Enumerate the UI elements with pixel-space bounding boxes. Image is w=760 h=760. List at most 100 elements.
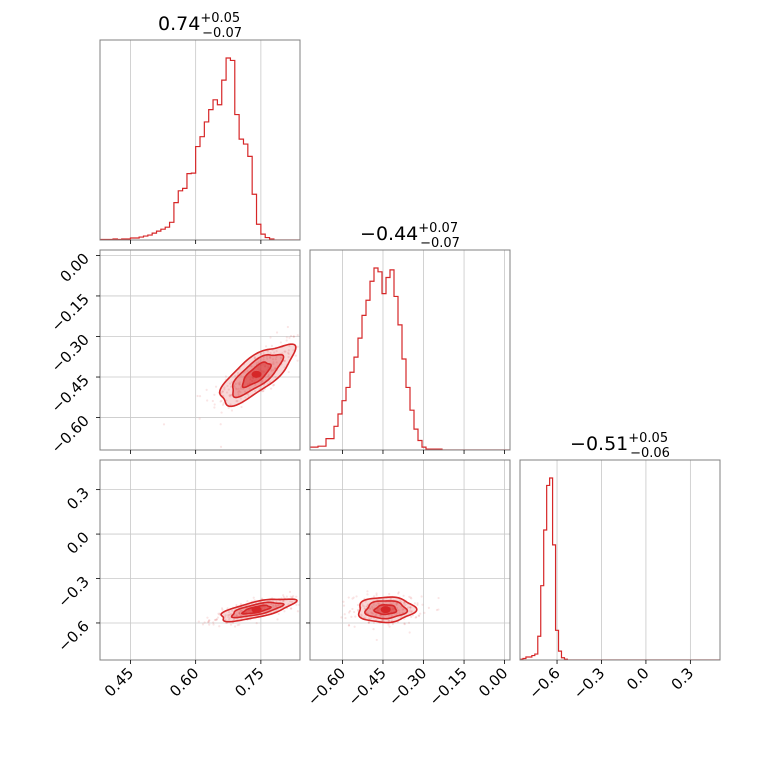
- sample-point: [219, 445, 223, 448]
- sample-point: [234, 387, 237, 390]
- sample-point: [217, 612, 220, 615]
- title-plus-p1: +0.07: [418, 221, 458, 236]
- sample-point: [284, 350, 287, 353]
- sample-point: [287, 352, 290, 356]
- sample-point: [275, 361, 278, 364]
- sample-point: [232, 618, 236, 621]
- sample-point: [248, 387, 251, 390]
- sample-point: [409, 606, 412, 609]
- sample-point: [352, 596, 355, 599]
- sample-point: [230, 409, 234, 412]
- sample-point: [356, 603, 360, 607]
- sample-point: [215, 618, 218, 621]
- sample-point: [274, 366, 277, 369]
- sample-point: [388, 614, 391, 617]
- sample-point: [273, 351, 276, 354]
- sample-point: [409, 606, 412, 609]
- sample-point: [289, 600, 292, 603]
- sample-point: [427, 606, 430, 610]
- sample-point: [378, 602, 381, 606]
- sample-point: [273, 367, 277, 370]
- sample-point: [403, 604, 406, 607]
- sample-point: [240, 609, 243, 613]
- sample-point: [292, 335, 295, 338]
- sample-point: [267, 375, 270, 378]
- ytick-label-p2-2: 0.0: [63, 528, 93, 558]
- sample-point: [229, 613, 232, 616]
- sample-point: [226, 384, 229, 388]
- sample-point: [410, 615, 413, 618]
- sample-point: [289, 595, 292, 598]
- sample-point: [238, 612, 241, 615]
- histogram-p2: [520, 477, 720, 660]
- sample-point: [371, 612, 374, 615]
- ytick-label-p1-2: −0.30: [48, 331, 93, 376]
- sample-point: [372, 603, 375, 606]
- sample-point: [220, 607, 224, 610]
- sample-point: [347, 624, 351, 627]
- sample-point: [372, 612, 375, 615]
- sample-point: [231, 609, 234, 612]
- sample-point: [213, 393, 216, 396]
- sample-point: [287, 349, 290, 352]
- sample-point: [387, 623, 390, 626]
- sample-point: [353, 610, 356, 614]
- sample-point: [399, 600, 402, 603]
- sample-point: [243, 390, 247, 393]
- sample-point: [265, 355, 268, 358]
- title-median-p0: 0.74: [158, 13, 200, 35]
- title-minus-p2: −0.06: [630, 446, 670, 461]
- xtick-label-p0-0: 0.45: [101, 664, 137, 700]
- sample-point: [257, 361, 260, 364]
- sample-point: [235, 614, 238, 617]
- sample-point: [221, 390, 224, 393]
- sample-point: [363, 605, 366, 608]
- sample-point: [213, 406, 216, 409]
- sample-point: [295, 603, 298, 606]
- title-minus-p1: −0.07: [420, 236, 460, 251]
- sample-point: [220, 399, 223, 402]
- sample-point: [365, 605, 368, 608]
- sample-point: [247, 392, 250, 396]
- xtick-label-p2-2: 0.0: [623, 664, 653, 694]
- sample-point: [238, 383, 241, 386]
- sample-point: [219, 423, 222, 426]
- sample-point: [229, 385, 233, 388]
- sample-point: [342, 604, 346, 607]
- sample-point: [404, 603, 407, 606]
- sample-point: [420, 595, 423, 598]
- sample-point: [213, 403, 216, 406]
- xtick-label-p2-3: 0.3: [668, 664, 698, 694]
- sample-point: [368, 617, 371, 621]
- sample-point: [250, 365, 253, 368]
- sample-point: [388, 625, 391, 628]
- sample-point: [238, 383, 241, 386]
- contour-peak-1: [251, 606, 262, 614]
- sample-point: [409, 596, 412, 599]
- xtick-label-p2-0: −0.6: [525, 664, 563, 702]
- sample-point: [253, 356, 257, 359]
- sample-point: [409, 606, 412, 609]
- sample-point: [344, 616, 347, 620]
- sample-point: [233, 385, 236, 388]
- sample-point: [289, 334, 293, 338]
- sample-point: [395, 606, 399, 610]
- sample-point: [282, 595, 285, 599]
- sample-point: [272, 361, 275, 364]
- ytick-label-p2-0: −0.6: [54, 617, 92, 655]
- sample-point: [272, 384, 275, 387]
- sample-point: [421, 603, 424, 606]
- panel-2d-p0-p1: [96, 249, 301, 454]
- sample-point: [375, 604, 378, 607]
- sample-point: [408, 595, 411, 598]
- xtick-label-p2-1: −0.3: [570, 664, 608, 702]
- sample-point: [262, 389, 265, 392]
- sample-point: [290, 600, 294, 603]
- sample-point: [340, 616, 343, 619]
- sample-point: [224, 375, 228, 378]
- sample-point: [296, 610, 299, 613]
- panel-frame-2: [309, 459, 511, 661]
- sample-point: [213, 618, 217, 622]
- sample-point: [262, 351, 265, 354]
- title-plus-p2: +0.05: [628, 431, 668, 446]
